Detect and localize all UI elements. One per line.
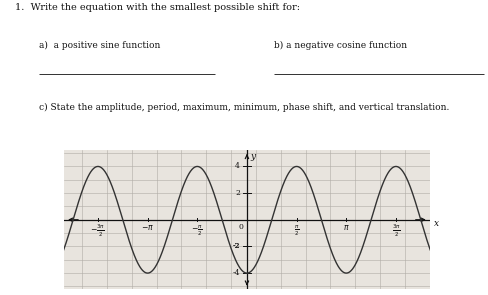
Text: b) a negative cosine function: b) a negative cosine function: [273, 41, 406, 50]
Text: -2: -2: [232, 242, 240, 250]
Text: 0: 0: [238, 223, 243, 231]
Text: $-\frac{\pi}{2}$: $-\frac{\pi}{2}$: [191, 223, 203, 238]
Text: 1.  Write the equation with the smallest possible shift for:: 1. Write the equation with the smallest …: [15, 3, 299, 12]
Text: $-\pi$: $-\pi$: [141, 223, 154, 232]
Text: $\pi$: $\pi$: [342, 223, 349, 232]
Text: x: x: [432, 219, 438, 228]
Text: -2: -2: [232, 242, 240, 250]
Text: 4: 4: [235, 163, 240, 171]
Text: $\frac{3\pi}{2}$: $\frac{3\pi}{2}$: [391, 223, 400, 239]
Text: -4: -4: [232, 269, 240, 277]
Text: 2: 2: [235, 189, 240, 197]
Text: c) State the amplitude, period, maximum, minimum, phase shift, and vertical tran: c) State the amplitude, period, maximum,…: [39, 103, 448, 112]
Text: $\frac{\pi}{2}$: $\frac{\pi}{2}$: [293, 223, 299, 238]
Text: a)  a positive sine function: a) a positive sine function: [39, 41, 160, 50]
Text: y: y: [249, 153, 255, 161]
Text: $-\frac{3\pi}{2}$: $-\frac{3\pi}{2}$: [90, 223, 105, 239]
